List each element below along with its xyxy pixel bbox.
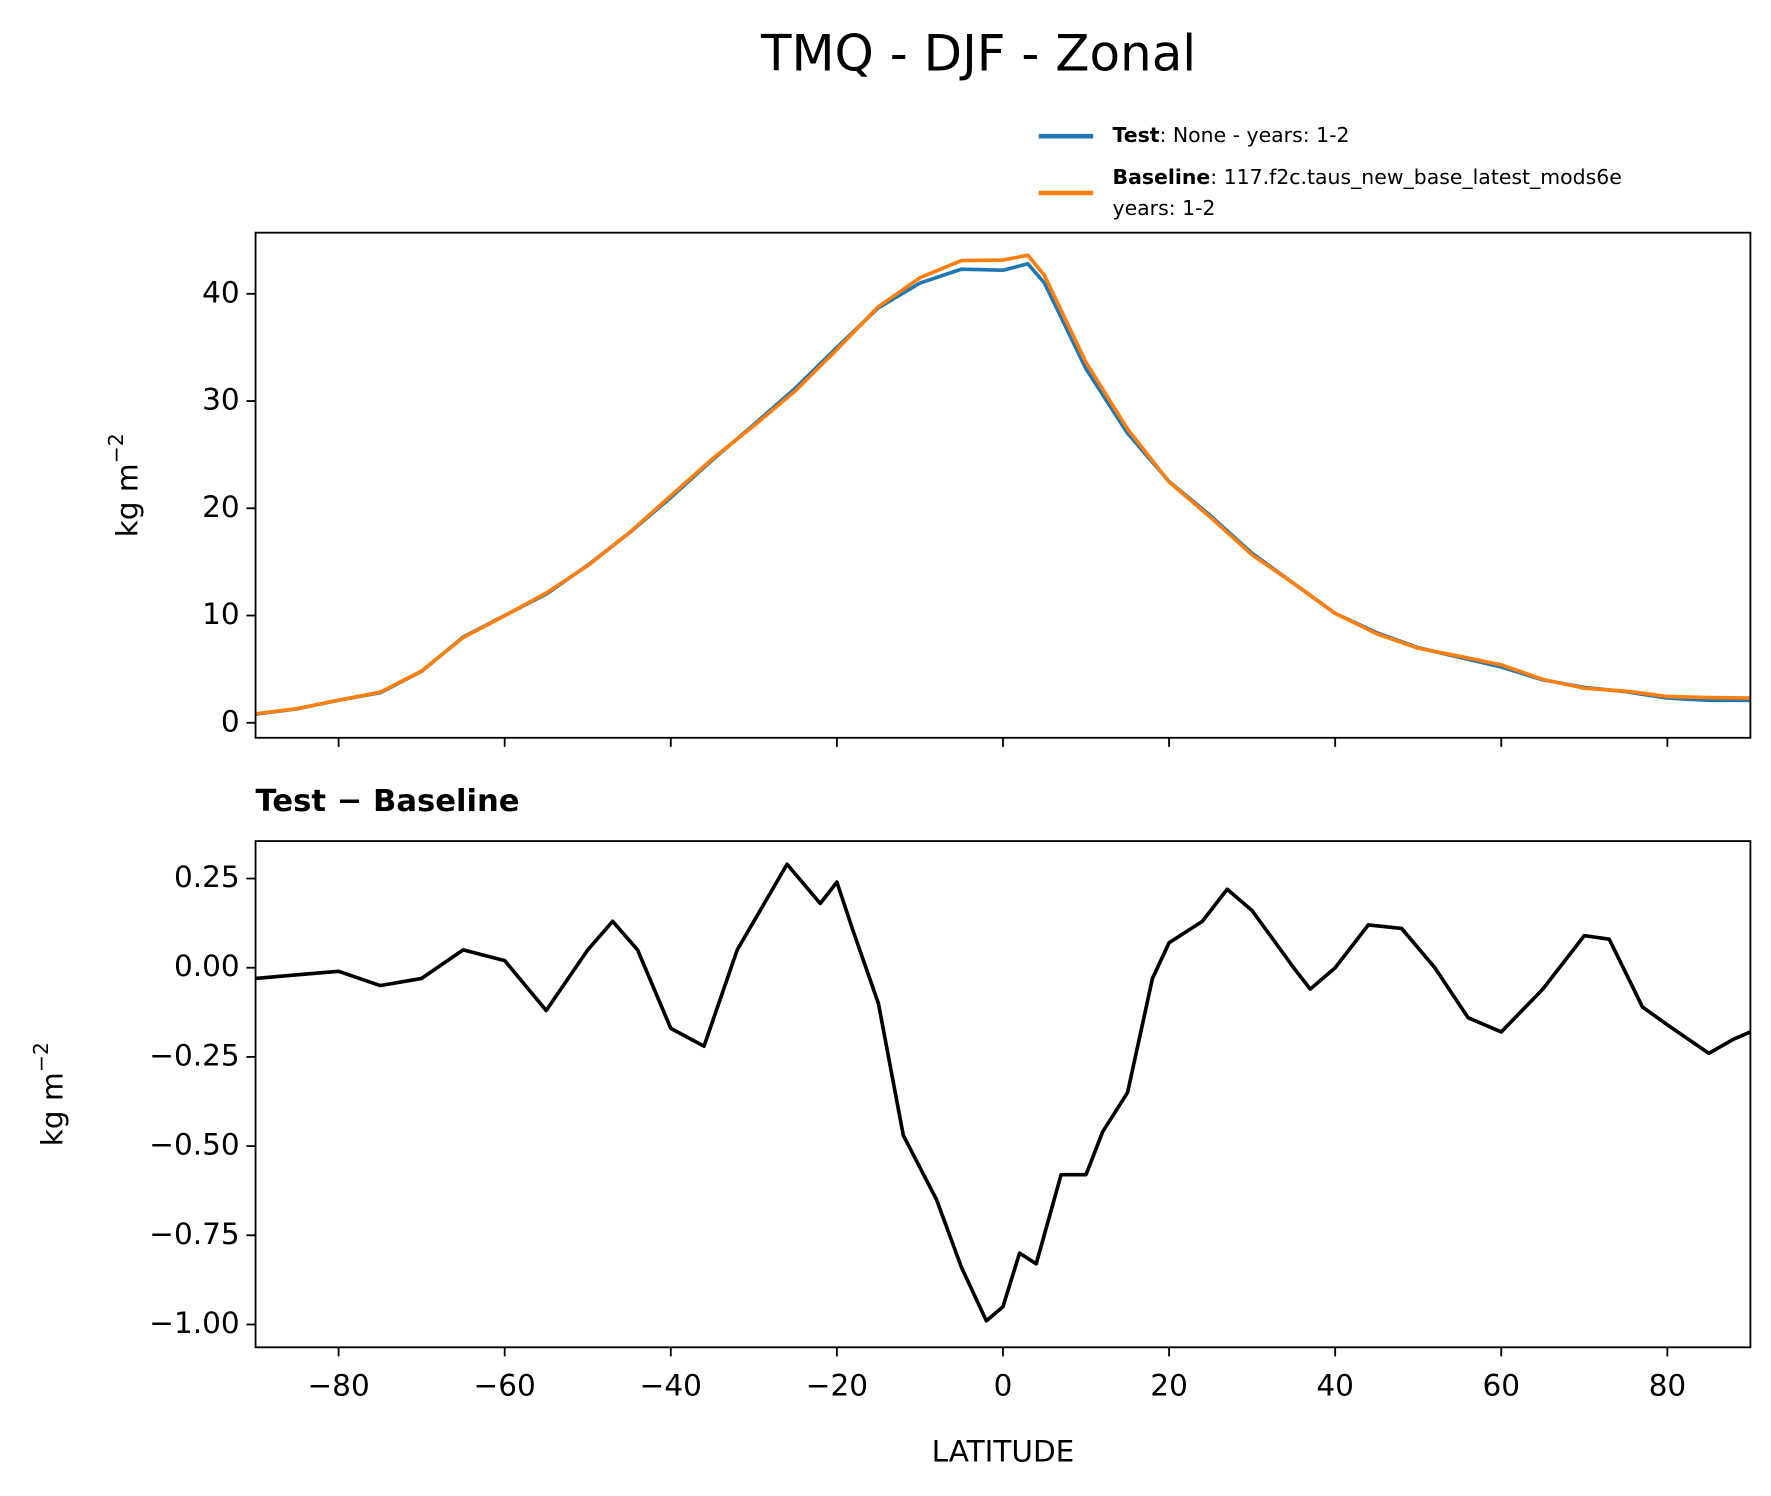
y-axis-label-exponent: −2 — [104, 433, 128, 463]
legend-description: years: 1-2 — [1113, 196, 1216, 220]
x-tick-label: 80 — [1649, 1369, 1687, 1403]
y-tick-label: 0.25 — [174, 860, 240, 894]
legend-description: : None - years: 1-2 — [1160, 123, 1350, 147]
y-axis-label: kg m−2 — [104, 433, 144, 537]
x-tick-label: 0 — [994, 1369, 1013, 1403]
x-tick-label: −60 — [474, 1369, 536, 1403]
x-tick-label: −20 — [806, 1369, 868, 1403]
legend-entry: Test: None - years: 1-2 — [1113, 123, 1350, 147]
legend-entry: Baseline: 117.f2c.taus_new_base_latest_m… — [1113, 165, 1622, 190]
x-tick-label: 20 — [1150, 1369, 1188, 1403]
y-tick-label: −1.00 — [149, 1306, 239, 1340]
legend-entry: years: 1-2 — [1113, 196, 1216, 220]
y-tick-label: −0.75 — [149, 1217, 239, 1251]
y-tick-label: 0.00 — [174, 949, 240, 983]
data-line — [255, 862, 1751, 1323]
y-tick-label: 30 — [202, 383, 240, 417]
y-tick-label: −0.50 — [149, 1128, 239, 1162]
y-tick-label: −0.25 — [149, 1038, 239, 1072]
y-axis-label-text: kg m — [110, 463, 144, 537]
figure-title: TMQ - DJF - Zonal — [760, 24, 1196, 82]
legend-name: Baseline — [1113, 165, 1211, 189]
y-tick-label: 0 — [221, 704, 240, 738]
plot-frame — [254, 840, 1752, 1349]
legend-description: : 117.f2c.taus_new_base_latest_mods6e — [1210, 165, 1622, 190]
x-tick-label: −80 — [307, 1369, 369, 1403]
data-line — [255, 261, 1751, 716]
plot-frame — [254, 231, 1752, 739]
x-tick-label: 40 — [1316, 1369, 1354, 1403]
x-tick-label: 60 — [1482, 1369, 1520, 1403]
legend-name: Test — [1113, 123, 1160, 147]
y-axis-label: kg m−2 — [29, 1042, 69, 1146]
panel-title: Test − Baseline — [256, 784, 520, 819]
y-axis-label-text: kg m — [35, 1072, 69, 1146]
y-tick-label: 10 — [202, 597, 240, 631]
y-tick-label: 40 — [202, 275, 240, 309]
x-axis-label: LATITUDE — [932, 1434, 1075, 1468]
y-axis-label-exponent: −2 — [29, 1042, 53, 1072]
data-line — [255, 253, 1751, 716]
x-tick-label: −40 — [640, 1369, 702, 1403]
y-tick-label: 20 — [202, 490, 240, 524]
